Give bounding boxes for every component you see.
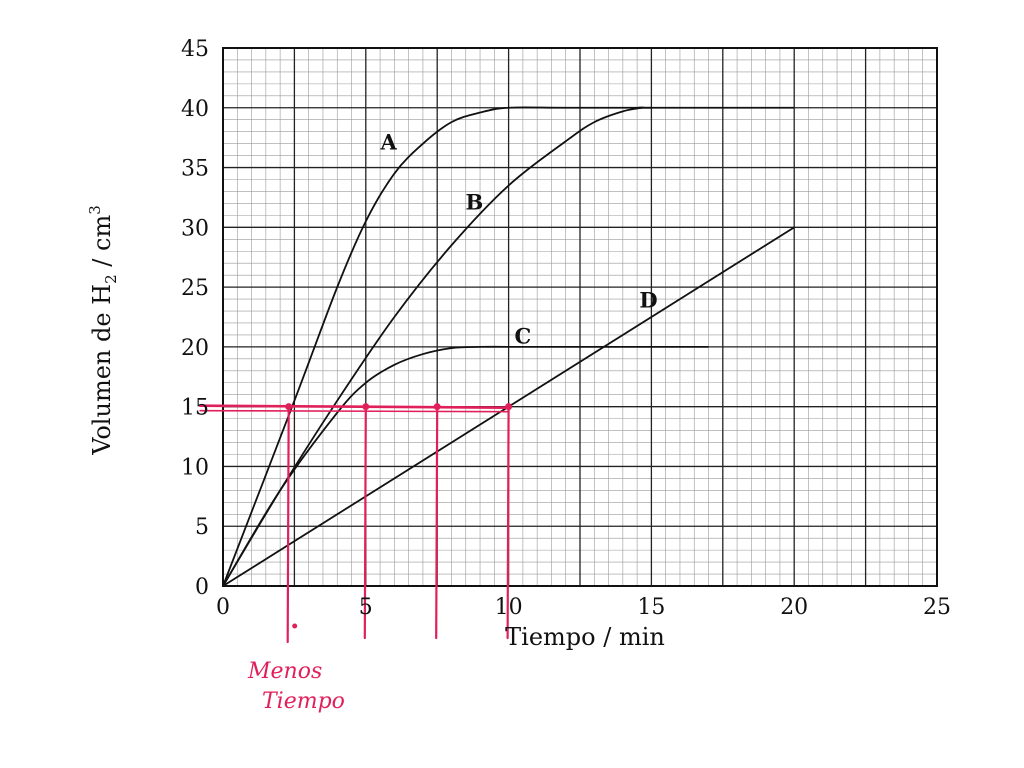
x-tick-label: 0: [216, 595, 230, 620]
y-axis-label: Volumen de H2 / cm3: [86, 205, 120, 456]
annotation-vline: [286, 405, 290, 644]
plot-frame: [222, 47, 938, 587]
y-tick-label: 45: [181, 37, 209, 62]
y-tick-label: 25: [181, 276, 209, 301]
x-tick-label: 10: [495, 595, 523, 620]
series-layer: [222, 106, 795, 587]
y-tick-label: 40: [181, 97, 209, 122]
annotation-point: [292, 623, 298, 629]
series-label-a: A: [379, 130, 397, 155]
series-label-c: C: [515, 323, 532, 348]
annotation-point: [285, 403, 293, 411]
series-label-d: D: [639, 287, 657, 312]
series-line-c: [222, 345, 709, 587]
annotation-point: [505, 403, 513, 411]
y-tick-label: 20: [181, 336, 209, 361]
annotation-text: Menos: [247, 659, 322, 684]
annotation-hline: [198, 404, 510, 409]
y-tick-label: 5: [195, 515, 209, 540]
series-label-b: B: [465, 189, 483, 214]
y-tick-label: 30: [181, 216, 209, 241]
series-line-a: [222, 106, 652, 587]
x-tick-label: 20: [780, 595, 808, 620]
x-axis-label: Tiempo / min: [505, 623, 665, 651]
curve-labels: A B C D: [379, 130, 657, 349]
y-tick-label: 15: [181, 396, 209, 421]
x-tick-label: 15: [637, 595, 665, 620]
annotation-point: [433, 403, 441, 411]
x-tick-label: 25: [923, 595, 951, 620]
annotation-vline: [435, 405, 439, 640]
y-tick-label: 35: [181, 157, 209, 182]
y-tick-label: 0: [195, 575, 209, 600]
series-line-b: [222, 106, 795, 587]
tick-labels: 0 5 10 15 20 25 0 5 10 15 20 25 30 35 40 45: [181, 37, 951, 620]
hand-annotations: Menos Tiempo: [198, 403, 513, 714]
annotation-vline: [506, 405, 510, 640]
grid-major: [222, 47, 938, 587]
annotation-hline: [199, 409, 510, 413]
annotation-point: [362, 403, 370, 411]
y-tick-label: 10: [181, 455, 209, 480]
annotation-vline: [363, 405, 367, 640]
annotation-text: Tiempo: [262, 689, 345, 714]
x-tick-label: 5: [359, 595, 373, 620]
